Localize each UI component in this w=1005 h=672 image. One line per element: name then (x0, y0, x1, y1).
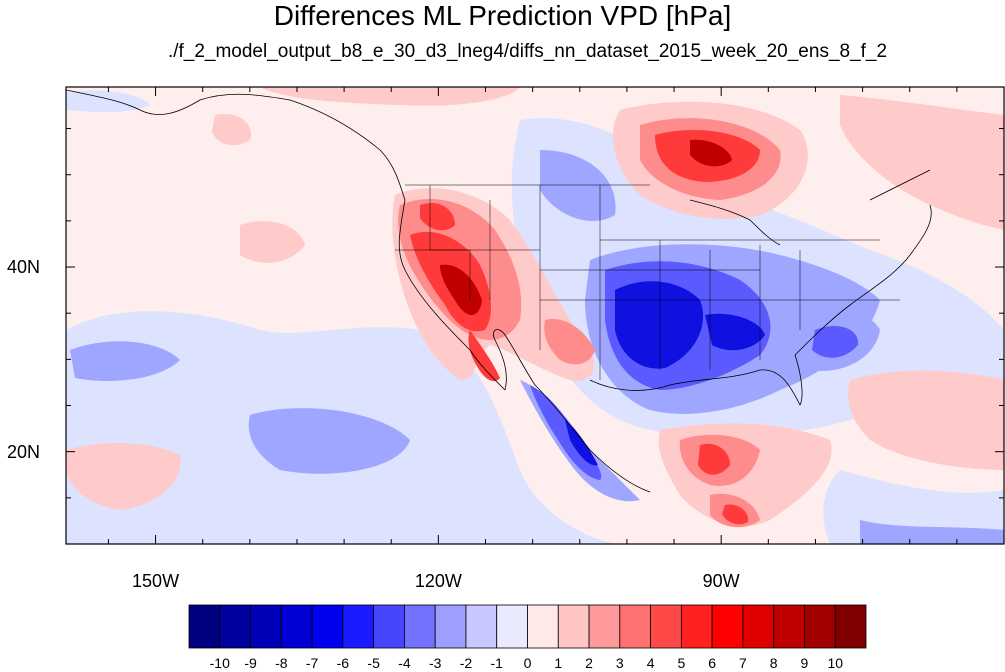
colorbar-box (465, 604, 498, 649)
colorbar-box (527, 604, 559, 649)
colorbar-box (711, 604, 744, 649)
red-light-region (848, 370, 1004, 470)
red-light-region (212, 114, 251, 146)
colorbar-box (496, 604, 528, 649)
colorbar-box (680, 604, 713, 649)
blue-strong-region (812, 325, 859, 358)
colorbar-box (342, 604, 375, 649)
colorbar-label: 3 (616, 655, 624, 671)
colorbar-label: 9 (801, 655, 809, 671)
red-mid-region (544, 319, 595, 365)
colorbar-label: 4 (647, 655, 655, 671)
blue-mid-region (70, 341, 180, 381)
colorbar-box (373, 604, 405, 649)
coastlines (66, 89, 932, 493)
colorbar-label: -7 (306, 655, 319, 671)
colorbar-label: -8 (275, 655, 288, 671)
red-deep-region (440, 264, 482, 316)
blue-mid-region (248, 408, 410, 474)
map-subtitle: ./f_2_model_output_b8_e_30_d3_lneg4/diff… (167, 41, 888, 62)
state-borders (395, 184, 900, 380)
colorbar-label: 10 (827, 655, 843, 671)
colorbar-box (588, 604, 621, 649)
colorbar-box (404, 604, 436, 649)
blue-deep-region (565, 420, 598, 466)
blue-light-region (66, 90, 150, 113)
red-strong-region (420, 202, 455, 231)
blue-mid-region (540, 150, 616, 221)
colorbar-box (834, 604, 867, 649)
colorbar-label: -2 (460, 655, 473, 671)
colorbar-label: 7 (739, 655, 747, 671)
red-light-region (240, 221, 305, 263)
colorbar-label: 2 (585, 655, 593, 671)
colorbar-box (557, 604, 590, 649)
map-title: Differences ML Prediction VPD [hPa] (273, 0, 732, 31)
x-tick-label: 120W (414, 571, 462, 591)
colorbar-label: -1 (491, 655, 504, 671)
colorbar-box (188, 604, 221, 649)
blue-deep-region (705, 313, 765, 351)
colorbar-label: -5 (367, 655, 380, 671)
plot-frame (65, 86, 1005, 545)
colorbar-label: -10 (210, 655, 230, 671)
red-light-region (260, 87, 520, 106)
colorbar-box (650, 604, 682, 649)
colorbar-box (434, 604, 467, 649)
colorbar-box (250, 604, 282, 649)
colorbar-labels: -10 -9 -8 -7 -6 -5 -4 -3 -2 -1 0 1 2 3 4 5 6 7 8 9 10 (210, 655, 844, 671)
y-tick-label: 40N (6, 257, 40, 278)
colorbar-label: -4 (398, 655, 411, 671)
x-tick-label: 90W (702, 571, 740, 591)
colorbar-boxes (188, 604, 867, 649)
red-strong-region (468, 330, 500, 382)
colorbar-box (742, 604, 775, 649)
colorbar-box (773, 604, 805, 649)
colorbar-label: 8 (770, 655, 778, 671)
red-deep-region (690, 139, 732, 167)
colorbar-box (804, 604, 836, 649)
colorbar-label: 5 (677, 655, 685, 671)
colorbar-box (619, 604, 651, 649)
x-tick-label: 150W (132, 571, 180, 591)
colorbar-label: -3 (429, 655, 442, 671)
colorbar-box (280, 604, 313, 649)
red-light-region (840, 95, 1004, 230)
red-light-region (66, 443, 181, 510)
colorbar-label: -9 (244, 655, 257, 671)
axis-ticks (66, 87, 1005, 544)
map-field (66, 87, 1004, 544)
y-tick-label: 20N (6, 441, 40, 462)
red-strong-region (698, 443, 730, 475)
blue-mid-region (860, 520, 1004, 544)
colorbar-label: 6 (708, 655, 716, 671)
colorbar-label: 1 (554, 655, 562, 671)
red-strong-region (722, 504, 749, 525)
colorbar-label: 0 (524, 655, 532, 671)
colorbar-box (311, 604, 344, 649)
colorbar-label: -6 (337, 655, 350, 671)
colorbar-box (219, 604, 251, 649)
blue-deep-region (615, 281, 704, 369)
